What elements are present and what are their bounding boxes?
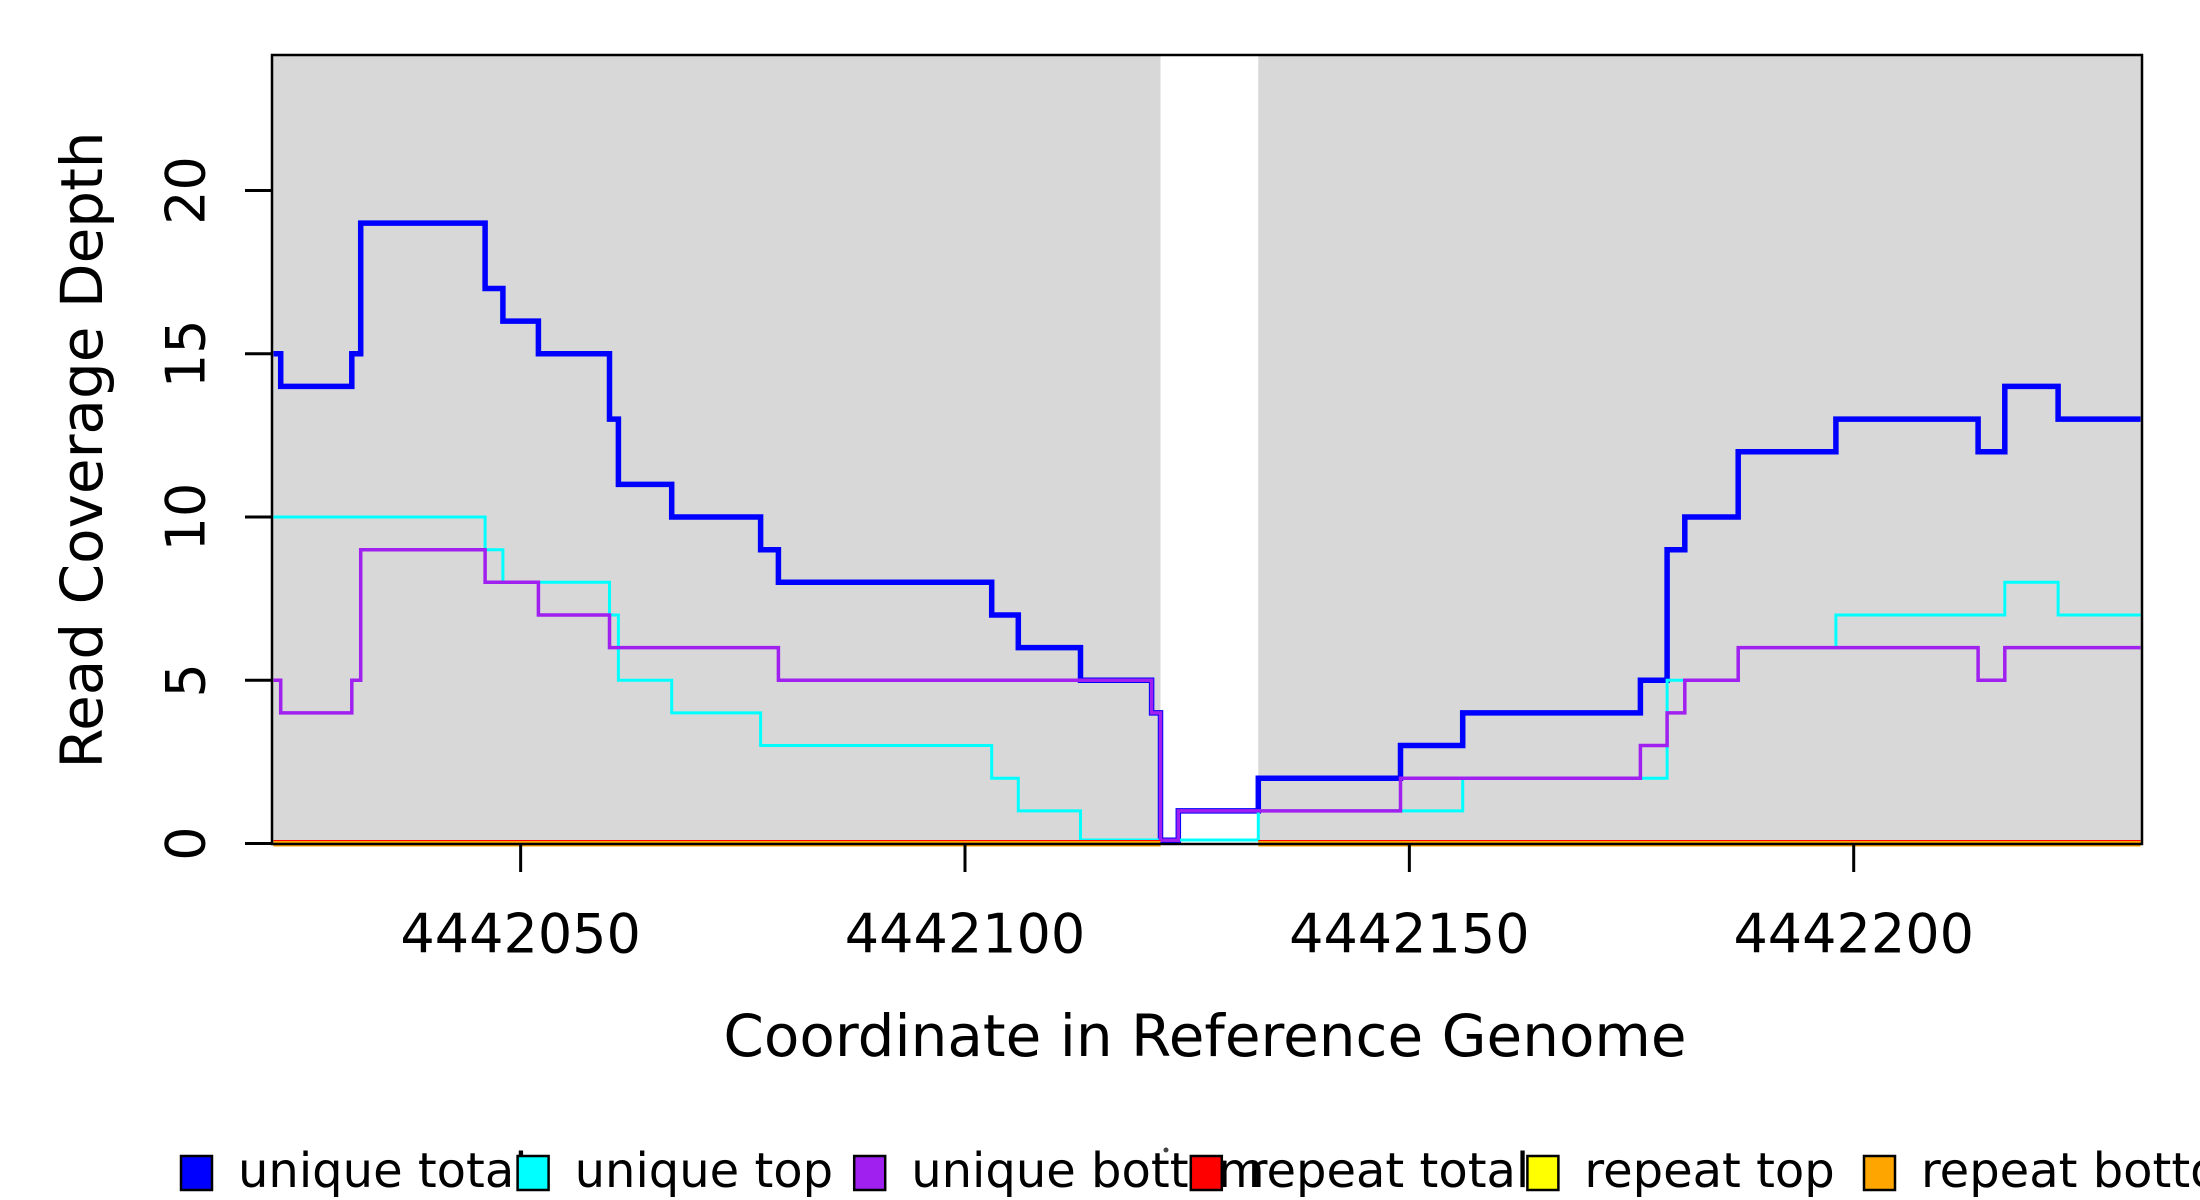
plot-border-box	[270, 53, 2144, 846]
x-tick-label-4442100: 4442100	[845, 903, 1086, 966]
y-tick-label-0: 0	[155, 826, 218, 860]
legend-swatch-unique-bottom	[852, 1154, 887, 1192]
shaded-region-1	[1258, 55, 2143, 845]
legend-label-repeat-top: repeat top	[1584, 1143, 1834, 1199]
legend: unique total unique top unique bottomrepea…	[179, 1143, 2200, 1199]
legend-swatch-repeat-bottom	[1862, 1154, 1897, 1192]
shaded-region-0	[271, 55, 1161, 845]
x-axis-title: Coordinate in Reference Genome	[723, 1002, 1686, 1070]
x-tick-label-4442050: 4442050	[400, 903, 641, 966]
shaded-background-layer	[271, 55, 2143, 845]
legend-label-repeat-bottom: repeat bottom	[1921, 1143, 2200, 1199]
y-axis-title: Read Coverage Depth	[48, 131, 116, 768]
legend-swatch-repeat-top	[1526, 1154, 1560, 1192]
axis-ticks-layer: 0 5 10 15 20 4442050 4442100 4442150 4442200	[155, 156, 1974, 966]
legend-label-repeat-total: repeat total	[1248, 1143, 1529, 1199]
y-tick-label-20: 20	[155, 156, 218, 225]
legend-swatch-unique-top	[516, 1154, 550, 1192]
y-tick-label-15: 15	[155, 319, 218, 388]
x-tick-label-4442200: 4442200	[1733, 903, 1974, 966]
y-tick-label-5: 5	[155, 663, 218, 697]
legend-label-unique-top: unique top	[575, 1143, 834, 1199]
legend-swatch-repeat-total	[1189, 1154, 1224, 1192]
y-tick-label-10: 10	[155, 483, 218, 552]
series-line-unique-top	[273, 515, 2141, 842]
legend-label-unique-total: unique total	[238, 1143, 528, 1199]
x-tick-label-4442150: 4442150	[1289, 903, 1530, 966]
legend-swatch-unique-total	[179, 1154, 214, 1192]
stray-dot	[1163, 1147, 1169, 1153]
series-line-unique-bottom	[273, 547, 2141, 842]
